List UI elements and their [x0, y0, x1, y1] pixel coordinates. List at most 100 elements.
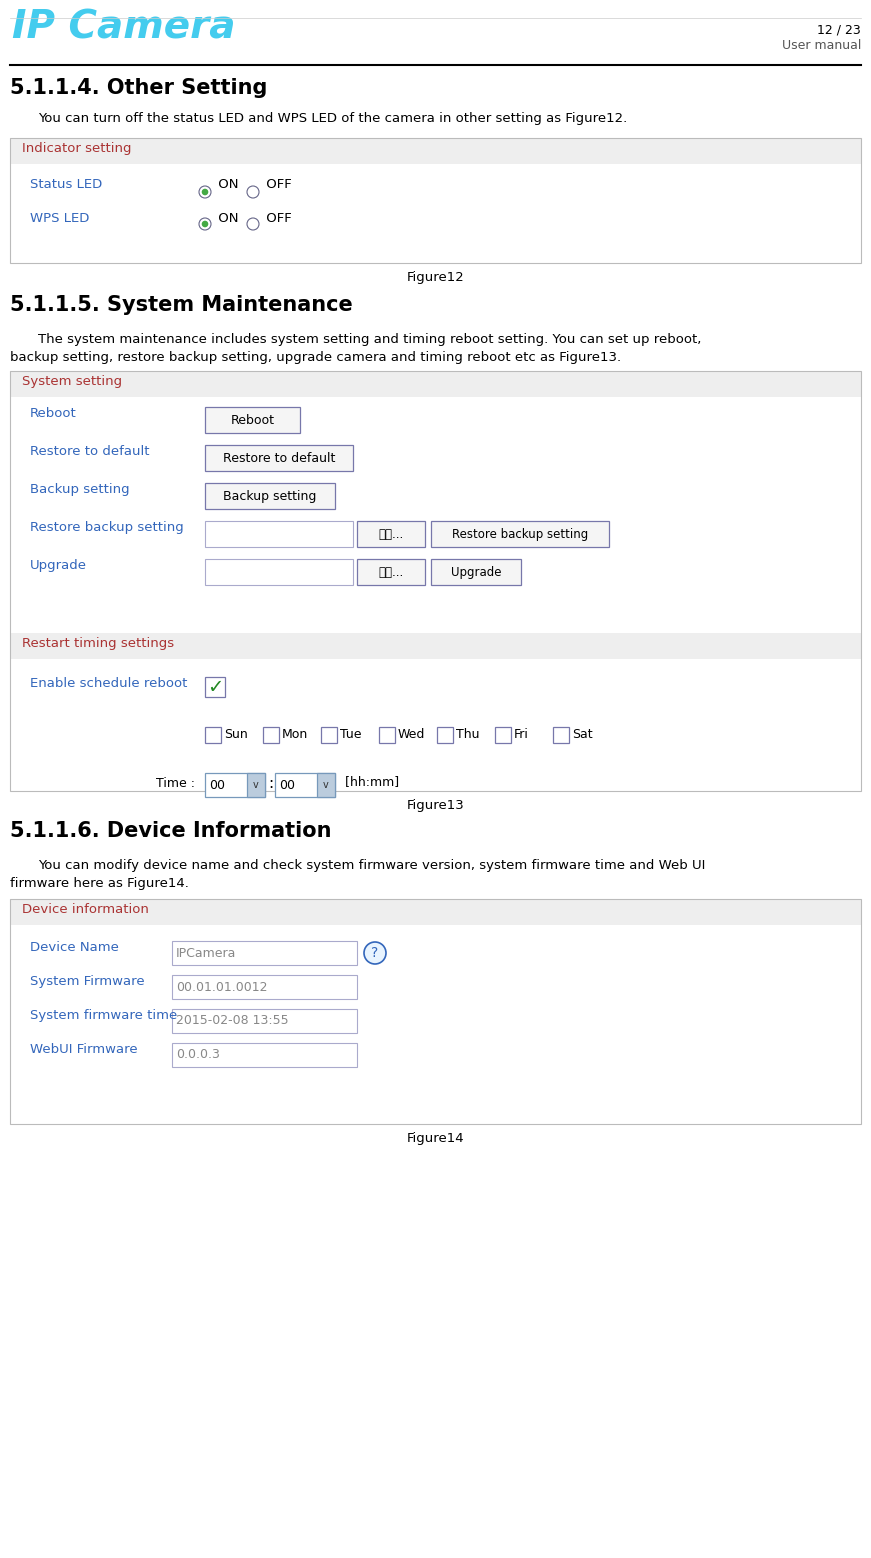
Text: You can modify device name and check system firmware version, system firmware ti: You can modify device name and check sys…	[38, 858, 706, 872]
Text: ✓: ✓	[206, 678, 223, 696]
Text: System firmware time: System firmware time	[30, 1010, 178, 1022]
Text: OFF: OFF	[262, 178, 292, 192]
Bar	[495, 728, 511, 743]
Bar	[205, 678, 225, 696]
FancyBboxPatch shape	[431, 520, 609, 547]
Text: 2015-02-08 13:55: 2015-02-08 13:55	[176, 1014, 288, 1027]
Text: Figure14: Figure14	[407, 1133, 464, 1145]
Text: Upgrade: Upgrade	[451, 566, 501, 578]
Text: 00: 00	[209, 779, 225, 791]
Text: 5.1.1.4. Other Setting: 5.1.1.4. Other Setting	[10, 78, 267, 98]
Circle shape	[202, 221, 208, 227]
Text: Figure13: Figure13	[407, 799, 464, 812]
Text: Thu: Thu	[456, 728, 480, 742]
Text: User manual: User manual	[781, 39, 861, 51]
Text: 5.1.1.6. Device Information: 5.1.1.6. Device Information	[10, 821, 332, 841]
Text: Fri: Fri	[514, 728, 529, 742]
Text: 5.1.1.5. System Maintenance: 5.1.1.5. System Maintenance	[10, 294, 353, 315]
FancyBboxPatch shape	[357, 559, 425, 584]
Bar	[172, 941, 357, 964]
Text: Restore to default: Restore to default	[223, 452, 335, 464]
Text: Indicator setting: Indicator setting	[22, 142, 132, 154]
Text: System setting: System setting	[22, 375, 122, 388]
Circle shape	[247, 185, 259, 198]
Text: Backup setting: Backup setting	[30, 483, 130, 495]
Bar	[10, 139, 861, 263]
Text: [hh:mm]: [hh:mm]	[341, 774, 399, 788]
Text: v: v	[253, 781, 259, 790]
Bar	[247, 773, 265, 798]
Text: ON: ON	[214, 178, 239, 192]
Text: 浏览...: 浏览...	[378, 528, 403, 541]
Text: WebUI Firmware: WebUI Firmware	[30, 1042, 138, 1056]
Bar	[205, 728, 221, 743]
Text: Upgrade: Upgrade	[30, 559, 87, 572]
Text: Time :: Time :	[156, 776, 195, 790]
Text: Wed: Wed	[398, 728, 425, 742]
Text: Restart timing settings: Restart timing settings	[22, 637, 174, 650]
Text: v: v	[323, 781, 329, 790]
Text: 浏览...: 浏览...	[378, 566, 403, 578]
Text: Figure12: Figure12	[407, 271, 464, 284]
Text: WPS LED: WPS LED	[30, 212, 90, 224]
Bar	[205, 559, 353, 584]
Text: 00.01.01.0012: 00.01.01.0012	[176, 980, 267, 994]
Text: IP Camera: IP Camera	[12, 8, 235, 47]
Text: Reboot: Reboot	[231, 413, 274, 427]
Bar	[10, 899, 861, 925]
FancyBboxPatch shape	[431, 559, 521, 584]
Text: firmware here as Figure14.: firmware here as Figure14.	[10, 877, 189, 890]
Text: Status LED: Status LED	[30, 178, 102, 192]
FancyBboxPatch shape	[357, 520, 425, 547]
Bar	[172, 1042, 357, 1067]
FancyBboxPatch shape	[205, 483, 335, 509]
Bar	[205, 773, 265, 798]
Bar	[10, 899, 861, 1123]
Bar	[10, 139, 861, 164]
Circle shape	[247, 218, 259, 231]
Circle shape	[364, 943, 386, 964]
Text: System Firmware: System Firmware	[30, 975, 145, 988]
Bar	[275, 773, 335, 798]
Text: Sun: Sun	[224, 728, 247, 742]
Text: :: :	[268, 776, 273, 790]
Text: 00: 00	[279, 779, 295, 791]
Circle shape	[202, 189, 208, 195]
Bar	[317, 773, 335, 798]
Text: Restore backup setting: Restore backup setting	[452, 528, 588, 541]
Bar	[10, 633, 861, 659]
Text: 12 / 23: 12 / 23	[817, 23, 861, 36]
Bar	[379, 728, 395, 743]
Text: Tue: Tue	[340, 728, 361, 742]
Text: The system maintenance includes system setting and timing reboot setting. You ca: The system maintenance includes system s…	[38, 333, 701, 346]
Text: IPCamera: IPCamera	[176, 947, 236, 960]
Text: Mon: Mon	[282, 728, 308, 742]
FancyBboxPatch shape	[205, 407, 300, 433]
Text: Enable schedule reboot: Enable schedule reboot	[30, 678, 187, 690]
Bar	[10, 371, 861, 791]
Text: Sat: Sat	[572, 728, 592, 742]
Text: OFF: OFF	[262, 212, 292, 224]
Circle shape	[199, 185, 211, 198]
Text: Device information: Device information	[22, 904, 149, 916]
Bar	[321, 728, 337, 743]
Bar	[263, 728, 279, 743]
Text: Backup setting: Backup setting	[223, 489, 317, 503]
Text: ?: ?	[371, 946, 379, 960]
Bar	[10, 371, 861, 397]
Bar	[172, 1010, 357, 1033]
FancyBboxPatch shape	[205, 446, 353, 471]
Text: Device Name: Device Name	[30, 941, 118, 953]
Bar	[553, 728, 569, 743]
Bar	[172, 975, 357, 999]
Text: backup setting, restore backup setting, upgrade camera and timing reboot etc as : backup setting, restore backup setting, …	[10, 351, 621, 365]
Text: Reboot: Reboot	[30, 407, 77, 421]
Text: 0.0.0.3: 0.0.0.3	[176, 1049, 219, 1061]
Text: Restore backup setting: Restore backup setting	[30, 520, 184, 534]
Circle shape	[199, 218, 211, 231]
Bar	[437, 728, 453, 743]
Text: ON: ON	[214, 212, 239, 224]
Text: Restore to default: Restore to default	[30, 446, 150, 458]
Text: You can turn off the status LED and WPS LED of the camera in other setting as Fi: You can turn off the status LED and WPS …	[38, 112, 627, 125]
Bar	[205, 520, 353, 547]
